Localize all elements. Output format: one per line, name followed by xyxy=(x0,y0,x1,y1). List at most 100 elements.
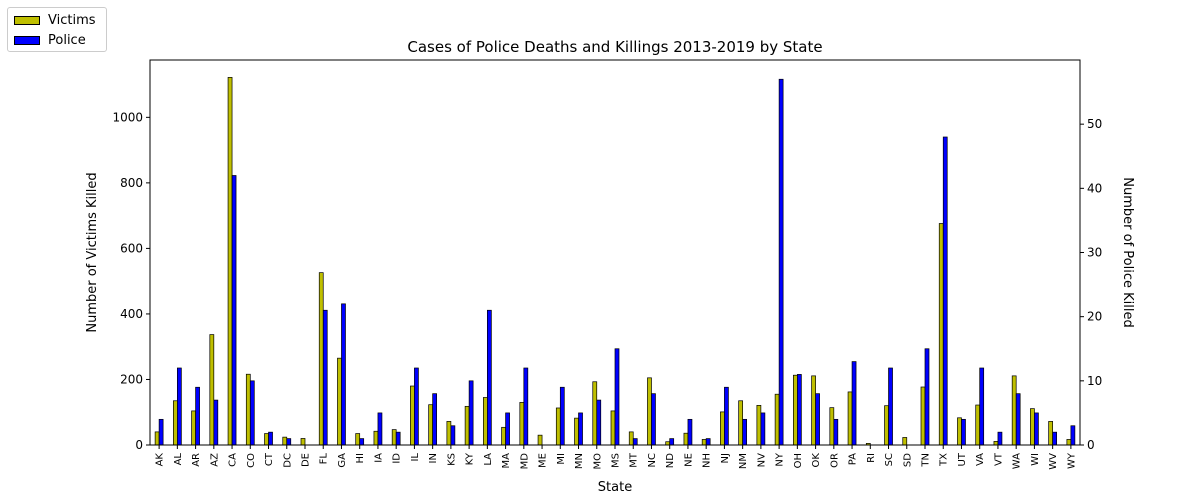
bar-victims-il xyxy=(410,385,415,446)
x-tick-label-mo: MO xyxy=(592,453,603,470)
bar-police-va xyxy=(979,367,985,446)
x-tick-label-al: AL xyxy=(173,453,184,466)
x-tick-label-ky: KY xyxy=(465,452,476,465)
y-left-tick-label: 200 xyxy=(120,372,143,386)
bar-police-wv xyxy=(1052,431,1057,446)
x-tick-label-la: LA xyxy=(483,453,494,466)
bar-victims-nm xyxy=(738,400,743,446)
bar-victims-la xyxy=(483,397,488,446)
bar-police-il xyxy=(414,367,419,446)
bar-victims-id xyxy=(391,429,397,446)
x-tick-label-mt: MT xyxy=(629,452,640,468)
bar-victims-vt xyxy=(993,441,999,446)
bar-victims-ms xyxy=(610,410,616,446)
bar-police-tn xyxy=(924,348,930,446)
bar-police-ca xyxy=(231,175,237,446)
x-tick-label-mn: MN xyxy=(574,453,585,469)
x-tick-label-oh: OH xyxy=(793,453,804,468)
x-tick-label-nc: NC xyxy=(647,453,658,467)
bar-victims-tn xyxy=(920,386,926,446)
x-tick-label-fl: FL xyxy=(319,453,330,465)
bar-victims-mt xyxy=(628,431,634,446)
x-tick-label-ms: MS xyxy=(611,453,622,468)
legend-item-victims: Victims xyxy=(14,12,96,28)
bar-police-ks xyxy=(450,425,456,446)
x-tick-label-wy: WY xyxy=(1066,452,1077,469)
x-tick-label-hi: HI xyxy=(355,453,366,463)
x-tick-label-va: VA xyxy=(975,453,986,466)
bar-police-ne xyxy=(687,418,693,446)
bar-victims-md xyxy=(519,402,525,446)
bar-police-al xyxy=(177,367,182,446)
x-tick-label-nh: NH xyxy=(702,453,713,468)
x-tick-label-wv: WV xyxy=(1048,453,1059,470)
bar-victims-dc xyxy=(282,436,288,446)
x-tick-label-dc: DC xyxy=(282,453,293,468)
x-tick-label-sc: SC xyxy=(884,453,895,466)
bar-victims-ny xyxy=(774,393,780,446)
bar-victims-ct xyxy=(264,433,269,446)
legend-label-victims: Victims xyxy=(48,12,96,28)
y-right-tick-label: 0 xyxy=(1087,438,1095,452)
bar-victims-ma xyxy=(501,426,506,446)
legend-swatch-police xyxy=(14,35,40,45)
x-tick-label-ne: NE xyxy=(683,453,694,467)
y-right-tick-label: 10 xyxy=(1087,374,1102,388)
x-tick-label-nd: ND xyxy=(665,453,676,468)
y-axis-left-label: Number of Victims Killed xyxy=(85,172,100,332)
bar-victims-ga xyxy=(337,357,342,446)
bar-police-ct xyxy=(268,431,273,446)
bar-police-nc xyxy=(651,393,656,446)
bar-police-wa xyxy=(1015,393,1021,446)
x-tick-label-wi: WI xyxy=(1030,453,1041,466)
y-left-tick-label: 400 xyxy=(120,307,143,321)
bar-police-ar xyxy=(195,386,200,446)
legend: Victims Police xyxy=(7,7,107,52)
bar-police-fl xyxy=(322,309,328,446)
x-axis-label: State xyxy=(598,480,632,495)
bar-police-nv xyxy=(760,412,766,446)
bar-police-pa xyxy=(851,361,857,446)
bar-victims-hi xyxy=(355,433,361,446)
bar-victims-mi xyxy=(555,407,561,446)
y-left-tick-label: 1000 xyxy=(112,110,143,124)
bar-victims-ak xyxy=(154,431,160,446)
x-tick-label-nv: NV xyxy=(756,453,767,467)
legend-swatch-victims xyxy=(14,15,40,25)
bar-police-hi xyxy=(359,438,365,446)
y-axis-left-ticks: 0 200 400 600 800 1000 xyxy=(112,110,150,452)
bar-victims-wa xyxy=(1011,375,1017,446)
y-left-tick-label: 600 xyxy=(120,241,143,255)
x-tick-label-il: IL xyxy=(410,453,421,462)
x-tick-label-az: AZ xyxy=(209,453,220,467)
y-right-tick-label: 50 xyxy=(1087,117,1102,131)
x-tick-label-md: MD xyxy=(519,453,530,470)
bar-victims-me xyxy=(537,434,543,446)
bar-police-mi xyxy=(559,386,565,446)
bar-victims-co xyxy=(245,373,251,446)
y-axis-right-label: Number of Police Killed xyxy=(1120,177,1135,327)
chart-title: Cases of Police Deaths and Killings 2013… xyxy=(407,38,822,56)
x-tick-label-de: DE xyxy=(301,453,312,467)
bar-victims-ut xyxy=(957,417,962,446)
bar-victims-wv xyxy=(1048,421,1053,446)
bar-victims-ar xyxy=(191,410,196,446)
x-tick-label-nj: NJ xyxy=(720,453,731,463)
bar-police-mn xyxy=(578,412,583,446)
bar-police-nd xyxy=(669,438,675,446)
bar-police-tx xyxy=(942,136,948,446)
x-tick-label-id: ID xyxy=(392,453,403,464)
bar-police-ok xyxy=(815,393,820,446)
bar-victims-ia xyxy=(373,430,379,446)
bar-police-in xyxy=(432,393,437,446)
x-tick-label-ks: KS xyxy=(446,453,457,466)
y-axis-right-ticks: 0 10 20 30 40 50 xyxy=(1080,117,1102,452)
bar-police-ut xyxy=(961,418,966,446)
bar-victims-ks xyxy=(446,421,452,446)
x-tick-label-me: ME xyxy=(538,453,549,468)
bar-victims-de xyxy=(300,438,306,446)
x-tick-label-ia: IA xyxy=(373,453,384,463)
bar-police-wy xyxy=(1070,425,1076,446)
x-tick-label-ma: MA xyxy=(501,453,512,469)
